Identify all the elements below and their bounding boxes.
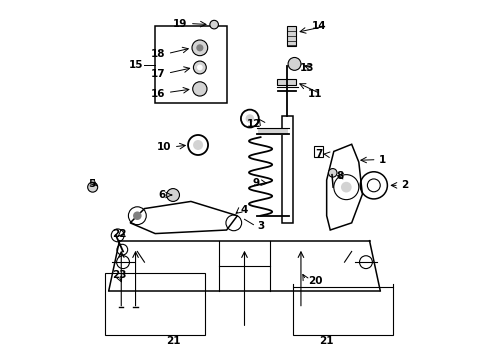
Circle shape (193, 140, 203, 150)
Text: 12: 12 (246, 118, 261, 129)
Text: 21: 21 (165, 337, 180, 346)
Text: 10: 10 (157, 142, 171, 152)
Circle shape (196, 44, 203, 51)
Text: 8: 8 (336, 171, 343, 181)
Circle shape (193, 61, 206, 74)
Text: 6: 6 (158, 190, 165, 201)
Text: 22: 22 (112, 229, 126, 239)
Bar (155, 26, 226, 103)
Bar (282, 116, 292, 223)
Text: 18: 18 (150, 49, 165, 59)
Text: 17: 17 (150, 69, 165, 79)
Circle shape (340, 182, 351, 193)
Circle shape (245, 114, 254, 123)
Text: 9: 9 (252, 178, 259, 188)
Circle shape (287, 58, 300, 70)
Text: 3: 3 (257, 221, 264, 231)
Circle shape (197, 64, 203, 70)
Text: 16: 16 (150, 89, 165, 99)
Text: 7: 7 (315, 149, 323, 159)
Bar (257, 128, 288, 135)
Circle shape (209, 20, 218, 29)
Circle shape (166, 189, 179, 202)
Text: 2: 2 (400, 180, 407, 190)
Text: 14: 14 (311, 21, 326, 31)
Text: 21: 21 (319, 337, 333, 346)
Bar (105, 273, 205, 336)
Circle shape (192, 82, 206, 96)
Text: 13: 13 (299, 63, 313, 73)
Bar (276, 79, 296, 85)
Text: 11: 11 (307, 89, 322, 99)
Text: 5: 5 (88, 179, 95, 189)
Bar (313, 146, 323, 157)
Text: 4: 4 (241, 205, 248, 215)
Circle shape (133, 211, 142, 220)
Text: 15: 15 (129, 60, 143, 70)
Text: 20: 20 (307, 276, 322, 286)
Text: 19: 19 (173, 18, 187, 28)
Circle shape (87, 182, 98, 192)
Circle shape (192, 40, 207, 56)
Circle shape (328, 168, 336, 177)
Bar (292, 287, 392, 336)
Bar (287, 26, 296, 46)
Text: 23: 23 (112, 270, 126, 280)
Text: 1: 1 (378, 155, 385, 165)
